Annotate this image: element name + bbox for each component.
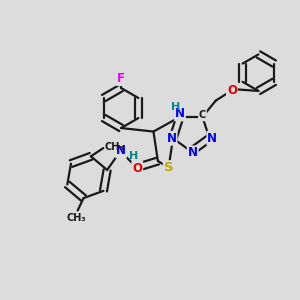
Text: S: S [164, 161, 173, 174]
Text: N: N [167, 132, 176, 145]
Text: F: F [117, 72, 125, 85]
Text: H: H [171, 102, 180, 112]
Text: N: N [175, 107, 185, 120]
Text: CH₃: CH₃ [105, 142, 124, 152]
Text: H: H [129, 151, 139, 161]
Text: N: N [207, 132, 218, 145]
Text: N: N [116, 144, 126, 157]
Text: O: O [132, 162, 142, 175]
Text: O: O [227, 84, 237, 97]
Text: N: N [188, 146, 198, 159]
Text: CH₃: CH₃ [66, 213, 86, 224]
Text: C: C [199, 110, 206, 120]
